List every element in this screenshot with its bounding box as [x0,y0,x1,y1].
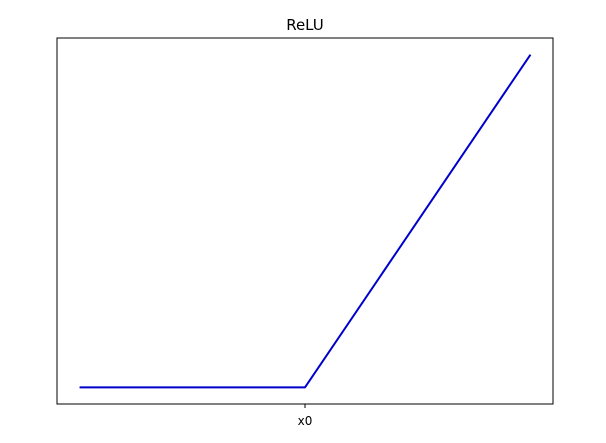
x-tick-label-0: x0 [298,414,313,428]
plot-area [79,54,532,389]
series-line-0 [79,54,532,389]
chart-title: ReLU [286,16,324,34]
x-axis-ticks: x0 [298,404,313,428]
